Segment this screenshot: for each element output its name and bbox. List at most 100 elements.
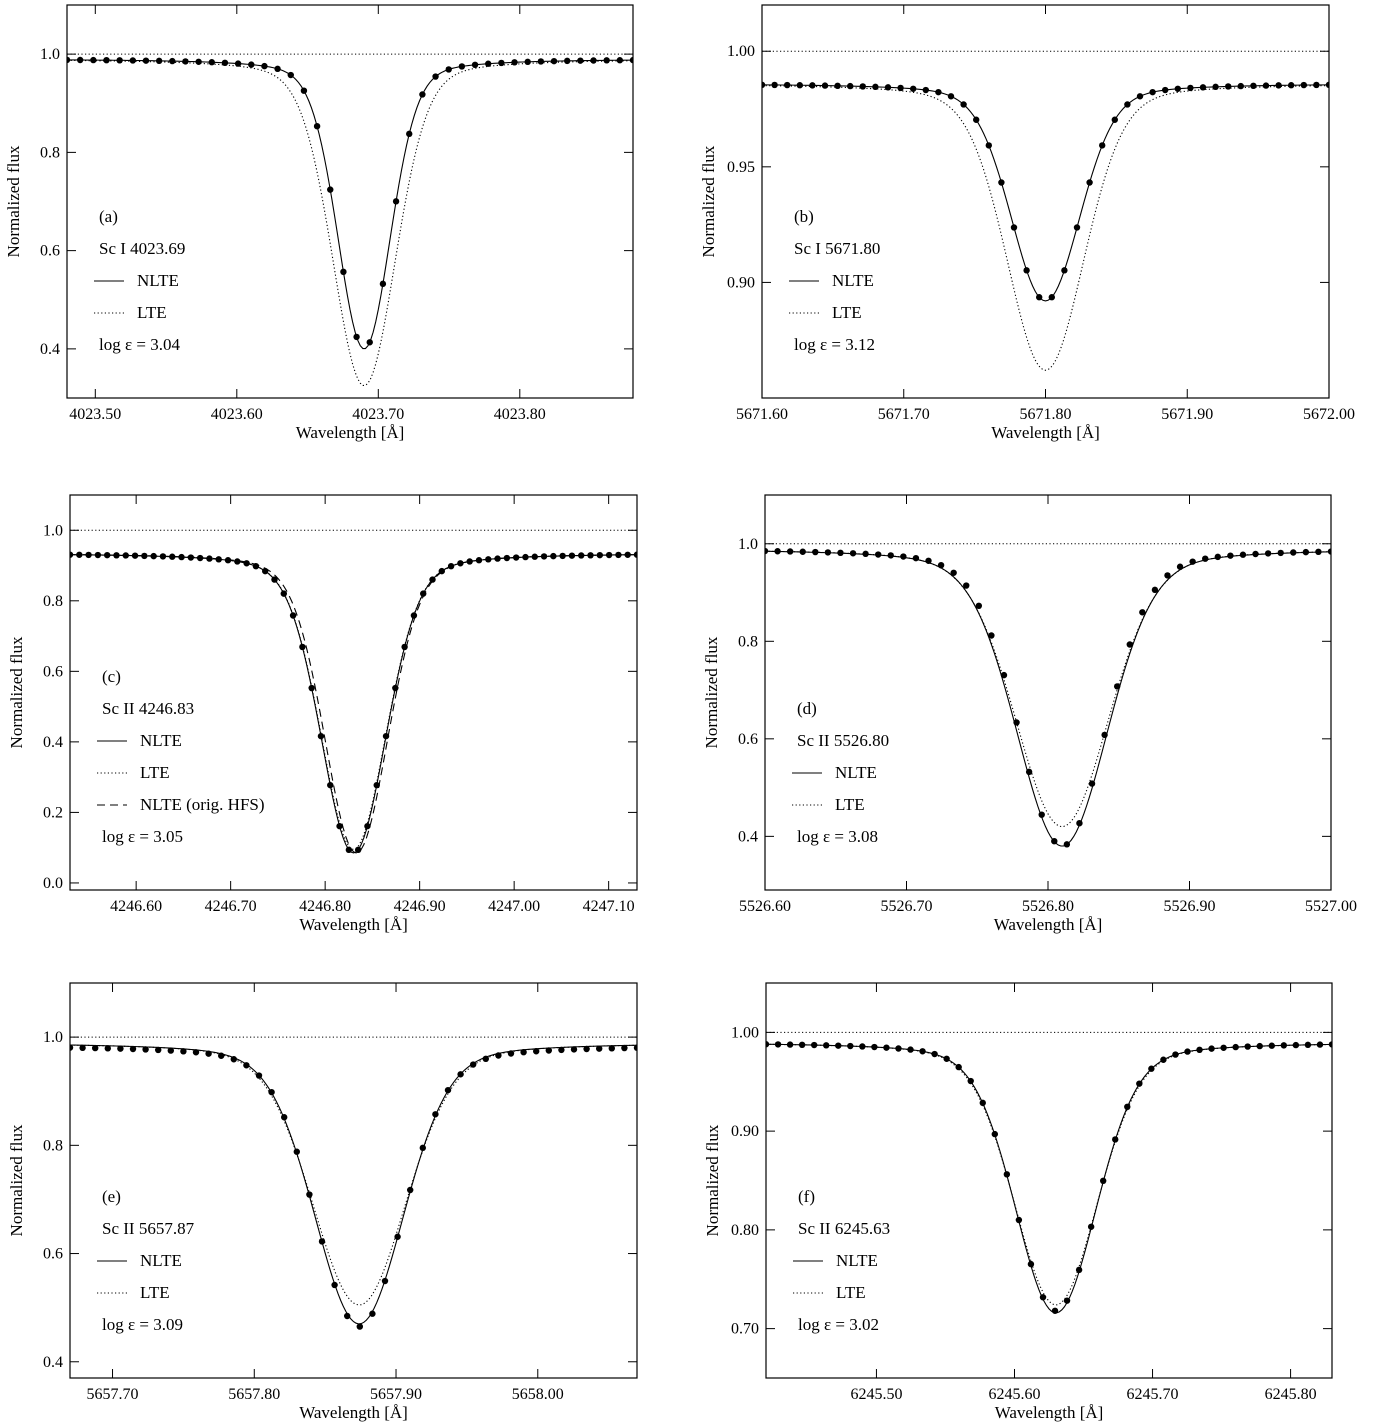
observed-point bbox=[963, 582, 970, 589]
line-id: Sc II 5526.80 bbox=[797, 731, 889, 750]
plot-frame bbox=[69, 494, 638, 891]
observed-point bbox=[466, 558, 473, 565]
observed-point bbox=[947, 93, 955, 100]
observed-point bbox=[862, 550, 869, 558]
observed-point bbox=[122, 552, 129, 559]
observed-point bbox=[354, 846, 362, 854]
y-tick-label: 0.95 bbox=[727, 159, 755, 176]
observed-point bbox=[230, 1056, 237, 1063]
observed-point bbox=[531, 553, 538, 560]
observed-point bbox=[224, 557, 232, 564]
plot-frame bbox=[66, 4, 634, 399]
observed-point bbox=[520, 1048, 527, 1056]
observed-point bbox=[1189, 558, 1196, 565]
observed-point bbox=[169, 553, 176, 560]
y-axis-label: Normalized flux bbox=[703, 1124, 722, 1236]
x-tick-label: 5526.80 bbox=[1022, 898, 1074, 915]
observed-point bbox=[1199, 84, 1207, 91]
legend-label: NLTE bbox=[140, 731, 182, 750]
lte-curve bbox=[70, 1044, 637, 1306]
observed-point bbox=[313, 122, 321, 130]
lte-curve bbox=[762, 85, 1329, 371]
observed-point bbox=[821, 82, 829, 89]
observed-point bbox=[568, 552, 576, 559]
observed-point bbox=[1015, 1216, 1023, 1224]
observed-point bbox=[1148, 1065, 1155, 1072]
observed-point bbox=[178, 553, 185, 561]
y-tick-label: 0.8 bbox=[738, 633, 758, 650]
observed-point bbox=[859, 1043, 866, 1050]
observed-point bbox=[485, 60, 492, 67]
observed-point bbox=[373, 781, 380, 789]
y-tick-label: 0.8 bbox=[43, 1137, 63, 1154]
chart-panel: 5657.70 5657.80 5657.90 5658.00 0.4 0.6 0.8 1.0… bbox=[7, 982, 638, 1422]
observed-point bbox=[887, 552, 894, 559]
observed-point bbox=[1061, 267, 1068, 274]
x-axis-label: Wavelength [Å] bbox=[299, 1403, 408, 1422]
observed-point bbox=[1003, 1171, 1011, 1178]
observed-point bbox=[1136, 93, 1144, 100]
observed-point bbox=[187, 554, 195, 561]
observed-point bbox=[524, 58, 531, 66]
observed-point bbox=[615, 551, 622, 559]
x-tick-label: 5658.00 bbox=[512, 1386, 564, 1403]
observed-point bbox=[799, 548, 806, 555]
observed-point bbox=[570, 1046, 578, 1053]
observed-point bbox=[1087, 1223, 1095, 1230]
observed-point bbox=[364, 822, 371, 830]
legend-label: LTE bbox=[832, 303, 862, 322]
y-tick-label: 0.90 bbox=[727, 274, 755, 291]
observed-point bbox=[1124, 1103, 1131, 1111]
observed-point bbox=[1073, 224, 1081, 231]
observed-point bbox=[369, 1310, 376, 1317]
observed-point bbox=[1151, 586, 1159, 594]
y-tick-label: 0.4 bbox=[43, 1354, 63, 1371]
observed-point bbox=[1302, 548, 1310, 556]
observed-point bbox=[401, 643, 408, 651]
observed-point bbox=[834, 82, 841, 90]
observed-point bbox=[849, 550, 857, 557]
line-id: Sc II 4246.83 bbox=[102, 699, 194, 718]
observed-point bbox=[90, 56, 97, 64]
chart-panel: 5526.60 5526.70 5526.80 5526.90 5527.00 0.4 0.… bbox=[702, 494, 1357, 934]
panel-label: (b) bbox=[794, 207, 814, 226]
x-tick-label: 5526.90 bbox=[1164, 898, 1216, 915]
observed-point bbox=[1010, 224, 1018, 231]
observed-point bbox=[919, 1048, 926, 1055]
observed-point bbox=[1277, 549, 1284, 557]
x-axis-label: Wavelength [Å] bbox=[299, 915, 408, 934]
observed-point bbox=[274, 65, 281, 73]
observed-point bbox=[633, 1044, 637, 1052]
y-tick-label: 0.8 bbox=[40, 144, 60, 161]
observed-point bbox=[475, 557, 483, 564]
y-tick-label: 0.80 bbox=[731, 1222, 759, 1239]
observed-point bbox=[616, 57, 624, 64]
observed-point bbox=[381, 1277, 389, 1285]
observed-point bbox=[169, 57, 176, 65]
observed-point bbox=[261, 62, 268, 70]
observed-point bbox=[596, 1045, 603, 1052]
observed-point bbox=[394, 1233, 401, 1240]
observed-point bbox=[281, 1114, 288, 1121]
observed-point bbox=[142, 1046, 149, 1053]
observed-point bbox=[438, 567, 445, 575]
chart-panel: 6245.50 6245.60 6245.70 6245.80 0.70 0.80 0.90… bbox=[703, 982, 1333, 1422]
observed-point bbox=[92, 1044, 99, 1052]
observed-point bbox=[1088, 780, 1096, 787]
observed-point bbox=[1300, 81, 1308, 89]
observed-point bbox=[507, 1050, 515, 1057]
observed-point bbox=[196, 554, 204, 562]
observed-point bbox=[1280, 1042, 1288, 1049]
observed-point bbox=[79, 1044, 86, 1052]
observed-point bbox=[262, 567, 269, 575]
observed-point bbox=[786, 1041, 794, 1048]
observed-point bbox=[1184, 1048, 1191, 1055]
observed-point bbox=[900, 553, 907, 560]
observed-point bbox=[1327, 548, 1331, 555]
observed-point bbox=[1214, 553, 1222, 561]
observed-point bbox=[248, 61, 255, 68]
observed-point bbox=[67, 56, 71, 64]
observed-point bbox=[1256, 1042, 1263, 1050]
observed-point bbox=[935, 88, 942, 96]
